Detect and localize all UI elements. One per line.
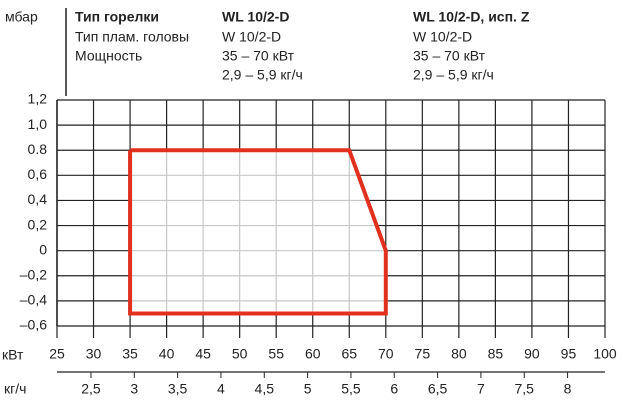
y-tick-label: –0,2 — [20, 266, 47, 282]
y-tick-label: 0,6 — [28, 166, 48, 182]
header-cell: W 10/2-D — [413, 29, 472, 45]
header-cell: 35 – 70 кВт — [413, 48, 486, 64]
header-cell: 2,9 – 5,9 кг/ч — [222, 67, 303, 83]
x-tick-label: 75 — [415, 346, 431, 362]
header-cell: W 10/2-D — [222, 29, 281, 45]
y-tick-label: 1,2 — [28, 91, 48, 107]
x-tick-label: 70 — [378, 346, 394, 362]
x-axis-label: кВт — [2, 347, 24, 363]
x2-tick-label: 3,5 — [168, 381, 188, 397]
x2-tick-label: 7 — [477, 381, 485, 397]
y-tick-label: 0,4 — [28, 191, 48, 207]
y-tick-label: 0,2 — [28, 216, 48, 232]
x2-tick-label: 6 — [390, 381, 398, 397]
x2-tick-label: 8 — [564, 381, 572, 397]
x2-tick-label: 6,5 — [428, 381, 448, 397]
x-tick-label: 65 — [341, 346, 357, 362]
y-tick-label: –0,6 — [20, 317, 47, 333]
x2-tick-label: 3 — [130, 381, 138, 397]
y-tick-label: 0.8 — [28, 141, 48, 157]
header-column: Тип горелки — [75, 9, 159, 25]
x-tick-label: 85 — [488, 346, 504, 362]
x-tick-label: 100 — [593, 346, 617, 362]
x-tick-label: 45 — [195, 346, 211, 362]
y-tick-label: 1,0 — [28, 116, 48, 132]
header-cell: Тип плам. головы — [75, 29, 189, 45]
x-tick-label: 50 — [232, 346, 248, 362]
x-tick-label: 90 — [524, 346, 540, 362]
x-tick-label: 35 — [122, 346, 138, 362]
x2-tick-label: 4,5 — [255, 381, 275, 397]
y-axis-label: мбар — [5, 9, 38, 25]
x-tick-label: 55 — [268, 346, 284, 362]
header-cell: 2,9 – 5,9 кг/ч — [413, 67, 494, 83]
x2-tick-label: 5 — [304, 381, 312, 397]
x-tick-label: 25 — [49, 346, 65, 362]
header-cell: 35 – 70 кВт — [222, 48, 295, 64]
working-field — [128, 148, 388, 316]
x2-tick-label: 7,5 — [515, 381, 535, 397]
y-tick-label: –0,4 — [20, 292, 47, 308]
x-tick-label: 60 — [305, 346, 321, 362]
x-tick-label: 30 — [86, 346, 102, 362]
header-cell: Мощность — [75, 48, 142, 64]
x2-tick-label: 4 — [217, 381, 225, 397]
header-column: WL 10/2-D, исп. Z — [413, 9, 530, 25]
header-column: WL 10/2-D — [222, 9, 289, 25]
x2-tick-label: 5,5 — [341, 381, 361, 397]
x-tick-label: 40 — [159, 346, 175, 362]
x2-tick-label: 2,5 — [81, 381, 101, 397]
x-tick-label: 95 — [561, 346, 577, 362]
y-tick-label: 0 — [39, 241, 47, 257]
x-tick-label: 80 — [451, 346, 467, 362]
x2-axis-label: кг/ч — [4, 381, 26, 397]
